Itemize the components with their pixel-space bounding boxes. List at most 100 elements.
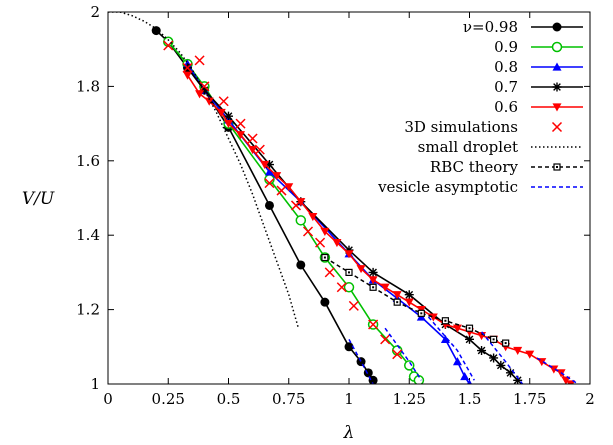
legend-marker [551, 121, 563, 133]
data-point [194, 55, 205, 66]
data-point [276, 185, 287, 196]
data-point [199, 85, 209, 95]
data-point [489, 353, 499, 363]
marker-square-dot [396, 301, 399, 304]
data-point [264, 167, 274, 176]
series-0 [151, 26, 378, 384]
series-3 [183, 63, 523, 384]
y-tick-label: 1 [90, 375, 100, 393]
data-point [404, 298, 414, 307]
data-point [296, 260, 306, 270]
data-point [460, 372, 470, 381]
marker-square-dot [556, 166, 558, 168]
series-7 [321, 253, 510, 347]
data-point [272, 172, 282, 181]
series-5 [163, 40, 403, 360]
data-point [502, 339, 510, 347]
marker-square-dot [492, 338, 495, 341]
marker-square-dot [372, 286, 375, 289]
data-point [496, 360, 506, 370]
data-point [336, 282, 347, 293]
data-point [465, 334, 474, 344]
data-point [264, 160, 274, 170]
data-point [417, 309, 425, 317]
data-point [321, 253, 329, 262]
marker-square-dot [348, 271, 350, 274]
data-point [561, 376, 571, 384]
series-line [481, 331, 524, 384]
data-point [183, 71, 193, 80]
legend-marker [553, 163, 561, 171]
data-point [356, 357, 366, 367]
legend-label: vesicle asymptotic [377, 178, 518, 196]
data-point [332, 239, 342, 248]
data-point [248, 146, 258, 155]
legend-label: 0.8 [494, 58, 518, 76]
data-point [363, 368, 373, 378]
legend-label: 0.7 [494, 78, 518, 96]
series-8 [348, 316, 579, 384]
data-point [452, 324, 462, 333]
data-point [441, 317, 449, 325]
data-point [344, 245, 354, 255]
data-point [368, 319, 379, 330]
data-point [324, 267, 335, 278]
marker-square-dot [420, 312, 423, 315]
data-point [151, 26, 161, 36]
data-point [247, 133, 258, 144]
data-point [428, 313, 438, 322]
series-4 [183, 71, 576, 384]
data-point [284, 183, 294, 192]
marker-square-dot [444, 319, 447, 322]
data-point [295, 215, 307, 226]
x-axis-label: λ [343, 423, 355, 443]
data-point [264, 200, 274, 210]
data-point [513, 375, 523, 384]
series-2 [183, 59, 472, 384]
data-point [380, 283, 390, 292]
y-tick-label: 2 [90, 3, 100, 21]
data-point [320, 297, 330, 307]
data-point [195, 90, 205, 99]
y-tick-label: 1.2 [76, 301, 100, 319]
data-point [393, 298, 401, 306]
series-line [427, 316, 475, 381]
data-point [467, 379, 472, 384]
data-point [452, 357, 462, 366]
legend-marker [551, 41, 563, 53]
y-tick-label: 1.8 [76, 77, 100, 95]
data-point [216, 108, 226, 117]
data-point [264, 178, 275, 189]
data-point [368, 276, 378, 285]
legend-label: 0.9 [494, 38, 518, 56]
x-tick-label: 1 [344, 390, 354, 408]
series-line [108, 12, 300, 329]
series-layer [108, 12, 579, 384]
series-line [536, 357, 579, 384]
data-point [477, 346, 487, 356]
marker-square-dot [323, 256, 326, 259]
data-point [380, 334, 391, 345]
data-point [290, 200, 302, 211]
data-point [224, 120, 233, 129]
data-point [308, 213, 318, 222]
data-point [369, 283, 377, 291]
data-point [344, 250, 354, 259]
x-tick-label: 0.25 [152, 390, 185, 408]
legend-marker [552, 62, 562, 71]
legend: ν=0.98 0.9 0.8 0.7 0.6 3D simulations small dr… [377, 18, 583, 196]
data-point [260, 160, 270, 170]
data-point [368, 375, 378, 384]
data-point [182, 62, 193, 73]
x-tick-label: 1.75 [513, 390, 546, 408]
data-point [392, 291, 402, 300]
data-point [235, 118, 246, 129]
marker-square-dot [468, 327, 471, 330]
data-point [236, 131, 246, 140]
x-tick-label: 0.75 [272, 390, 305, 408]
data-point [525, 350, 535, 359]
data-point [320, 227, 330, 236]
x-tick-label: 0.5 [217, 390, 241, 408]
series-line [348, 339, 374, 384]
legend-marker [552, 22, 562, 32]
